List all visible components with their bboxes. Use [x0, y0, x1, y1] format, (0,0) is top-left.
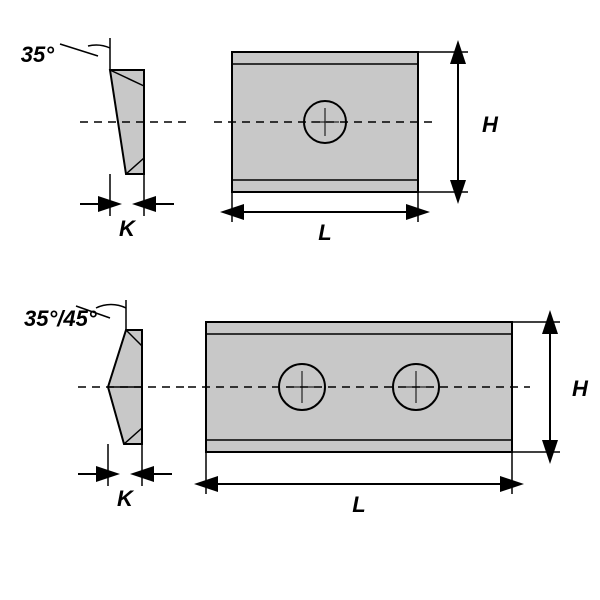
- upper-H-label: H: [482, 112, 499, 137]
- upper-group: 35° K L: [21, 38, 499, 245]
- technical-drawing: 35° K L: [0, 0, 600, 600]
- upper-angle-label: 35°: [21, 42, 54, 67]
- upper-K-label: K: [119, 216, 137, 241]
- upper-L-label: L: [318, 220, 331, 245]
- lower-H-label: H: [572, 376, 589, 401]
- upper-block: [214, 52, 436, 192]
- lower-profile: [78, 330, 188, 444]
- lower-H-dimension: H: [512, 322, 589, 452]
- upper-L-dimension: L: [232, 192, 418, 245]
- upper-angle-callout: 35°: [21, 38, 110, 70]
- lower-group: 35°/45° K L: [24, 300, 589, 517]
- lower-L-dimension: L: [206, 452, 512, 517]
- lower-angle-callout: 35°/45°: [24, 300, 126, 331]
- upper-profile: [80, 70, 190, 174]
- upper-K-dimension: K: [80, 174, 174, 241]
- lower-K-dimension: K: [78, 444, 172, 511]
- lower-L-label: L: [352, 492, 365, 517]
- lower-K-label: K: [117, 486, 135, 511]
- lower-angle-label: 35°/45°: [24, 306, 97, 331]
- lower-block: [188, 322, 530, 452]
